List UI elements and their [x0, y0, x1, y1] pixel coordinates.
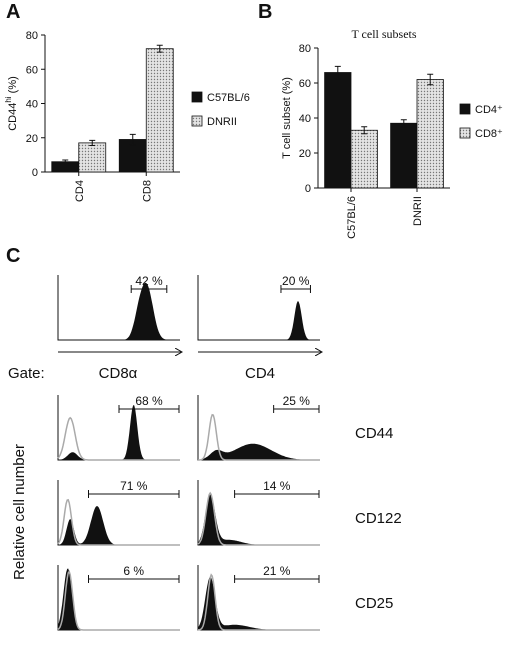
y-axis-label: Relative cell number: [11, 444, 28, 580]
percent-label: 68 %: [135, 394, 163, 408]
column-label: CD4: [245, 365, 275, 382]
y-tick-label: 80: [299, 43, 311, 55]
gate-bracket: [88, 575, 180, 583]
y-tick-label: 60: [26, 64, 38, 76]
bar: [350, 129, 378, 189]
histogram-control: [57, 570, 180, 631]
bar: [390, 122, 418, 189]
histogram-control: [57, 416, 180, 461]
y-tick-label: 40: [299, 113, 311, 125]
x-tick-label: C57BL/6: [346, 196, 358, 239]
y-tick-label: 80: [26, 30, 38, 42]
y-tick-label: 0: [32, 167, 38, 179]
histogram-filled: [58, 506, 180, 545]
percent-label: 6 %: [123, 564, 144, 578]
legend-swatch: [191, 91, 203, 103]
legend-swatch: [459, 103, 471, 115]
legend-swatch: [459, 127, 471, 139]
histogram-filled: [198, 494, 320, 545]
gate-bracket: [280, 285, 311, 293]
histogram-filled: [58, 405, 180, 460]
percent-label: 20 %: [282, 274, 310, 288]
y-axis-label-part: hi: [4, 96, 13, 102]
y-tick-label: 20: [26, 133, 38, 145]
histogram-filled: [198, 443, 320, 460]
histogram-filled: [58, 568, 180, 630]
histogram-control: [198, 413, 320, 461]
gate-label: Gate:: [8, 365, 45, 382]
histogram-control: [197, 491, 320, 546]
percent-label: 25 %: [283, 394, 311, 408]
bar: [324, 72, 352, 189]
gate-bracket: [234, 490, 320, 498]
error-bar: [400, 119, 407, 128]
gate-bracket: [234, 575, 320, 583]
y-tick-label: 0: [305, 183, 311, 195]
error-bar: [361, 126, 368, 135]
bar: [416, 79, 444, 189]
gate-bracket: [88, 490, 180, 498]
marker-label: CD122: [355, 510, 402, 527]
y-tick-label: 20: [299, 148, 311, 160]
histogram-frame: [57, 480, 180, 546]
x-tick-label: DNRII: [412, 196, 424, 226]
histogram-control: [57, 498, 180, 546]
percent-label: 71 %: [120, 479, 148, 493]
panel-label: A: [6, 1, 20, 23]
y-axis-label: T cell subset (%): [281, 77, 293, 159]
legend-swatch: [191, 115, 203, 127]
y-axis-label-part: (%): [7, 76, 19, 96]
y-tick-label: 60: [299, 78, 311, 90]
bar: [78, 142, 107, 173]
gate-bracket: [118, 405, 180, 413]
error-bar: [156, 44, 163, 53]
marker-label: CD44: [355, 425, 393, 442]
legend-label: DNRII: [207, 116, 237, 128]
legend-label: C57BL/6: [207, 92, 250, 104]
error-bar: [89, 139, 96, 146]
error-bar: [334, 65, 341, 80]
error-bar: [427, 73, 434, 86]
histogram-filled: [58, 282, 180, 340]
gate-bracket: [130, 285, 168, 293]
y-tick-label: 40: [26, 99, 38, 111]
panel-label: B: [258, 1, 272, 23]
histogram-control: [197, 573, 320, 631]
gate-bracket: [273, 405, 320, 413]
error-bar: [62, 159, 69, 164]
bar: [145, 48, 174, 173]
column-label: CD8α: [99, 365, 138, 382]
panel-label: C: [6, 245, 20, 267]
y-axis-label-part: CD44: [7, 103, 19, 131]
y-axis-label-part: T cell subset (%): [281, 77, 293, 159]
chart-title: T cell subsets: [351, 27, 416, 41]
error-bar: [129, 133, 136, 146]
legend-label: CD8⁺: [475, 128, 503, 140]
percent-label: 42 %: [135, 274, 163, 288]
percent-label: 21 %: [263, 564, 291, 578]
marker-label: CD25: [355, 595, 393, 612]
percent-label: 14 %: [263, 479, 291, 493]
histogram-filled: [198, 301, 320, 340]
x-tick-label: CD8: [141, 180, 153, 202]
x-tick-label: CD4: [74, 180, 86, 202]
legend-label: CD4⁺: [475, 104, 503, 116]
y-axis-label: CD44hi (%): [4, 76, 19, 131]
